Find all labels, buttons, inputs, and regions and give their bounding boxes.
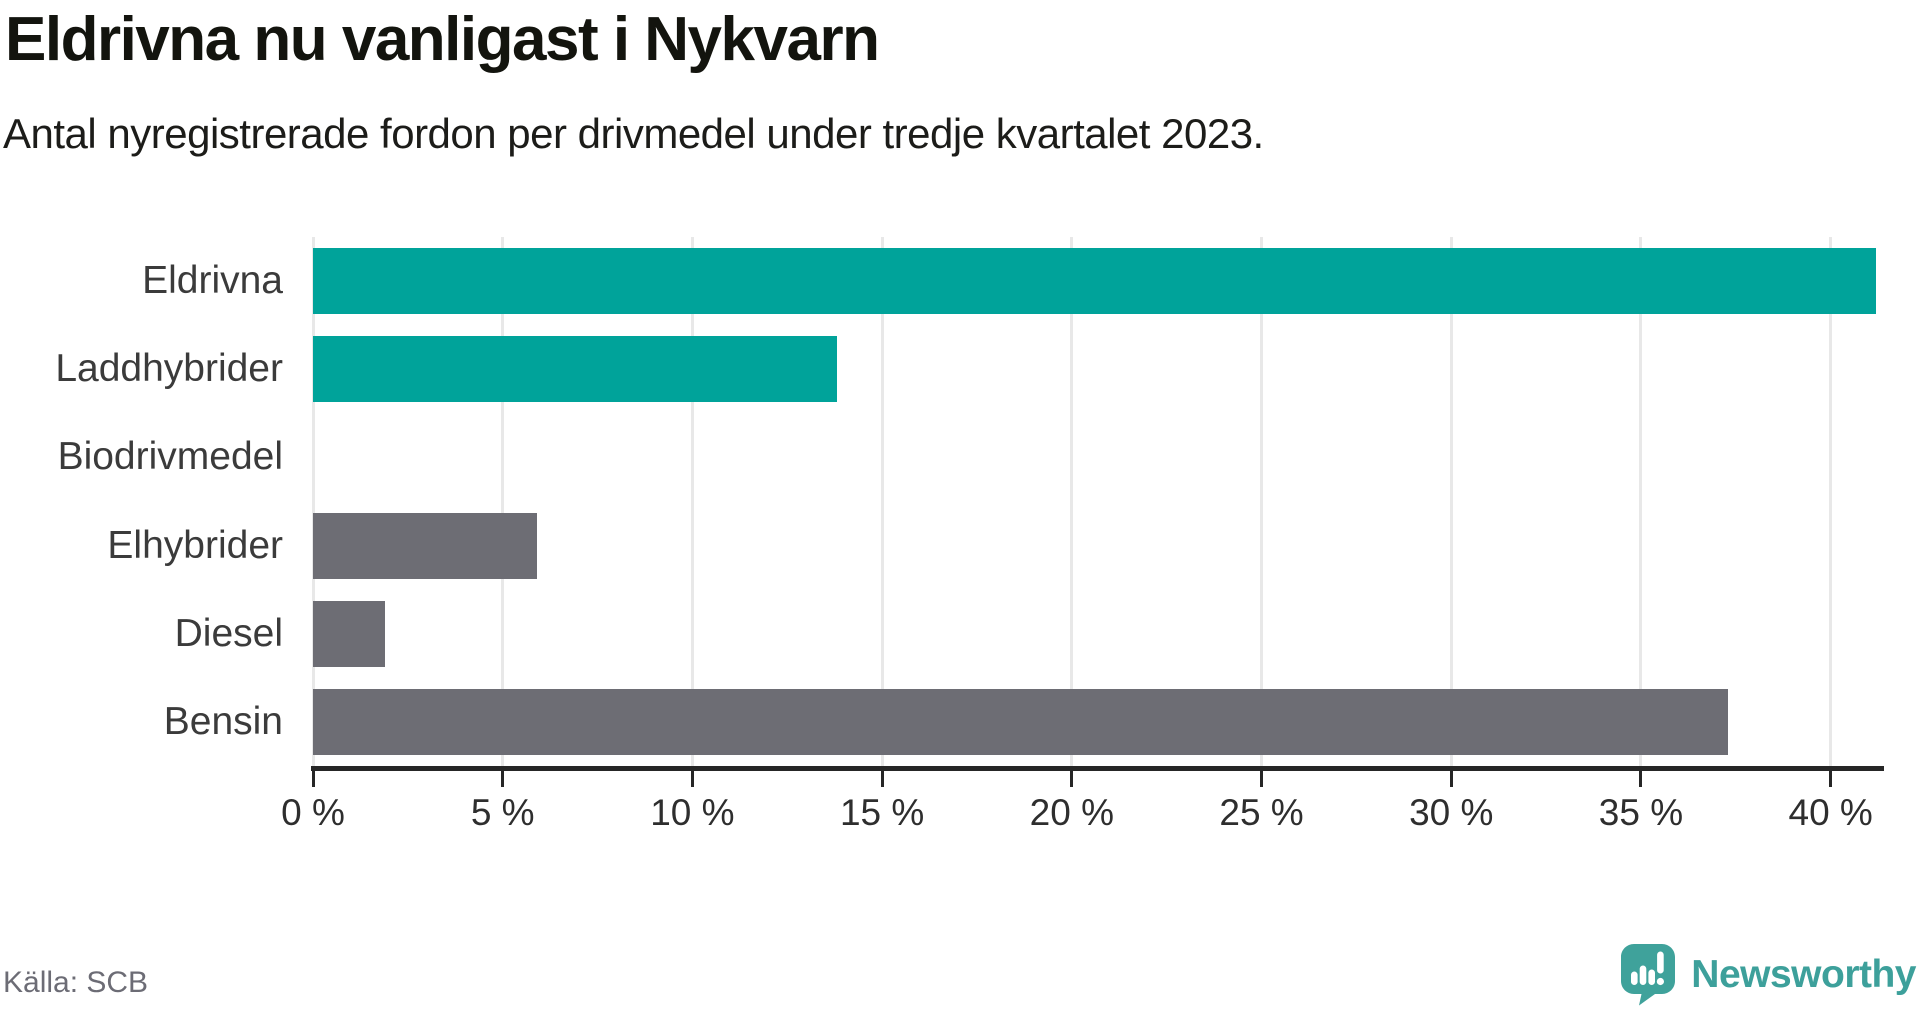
x-gridline <box>1449 237 1453 766</box>
x-axis-tick <box>501 770 505 787</box>
category-label: Eldrivna <box>142 259 283 303</box>
x-axis-line <box>311 766 1884 771</box>
chart-subtitle: Antal nyregistrerade fordon per drivmede… <box>3 110 1264 157</box>
bar-diesel <box>313 600 386 667</box>
x-axis-tick <box>311 770 315 787</box>
x-tick-label: 35 % <box>1598 792 1684 833</box>
newsworthy-speech-bubble-chart-icon <box>1621 944 1676 1006</box>
x-gridline <box>501 237 505 766</box>
x-tick-label: 20 % <box>1029 792 1114 833</box>
x-axis-tick <box>1070 770 1074 787</box>
x-tick-label: 0 % <box>281 792 345 833</box>
x-gridline <box>880 237 884 766</box>
x-axis-tick <box>690 770 694 787</box>
category-label: Laddhybrider <box>55 347 283 391</box>
x-tick-label: 15 % <box>839 792 925 833</box>
x-tick-label: 10 % <box>650 792 735 833</box>
x-axis-tick <box>880 770 884 787</box>
x-tick-label: 5 % <box>470 792 535 833</box>
x-axis-tick <box>1639 770 1643 787</box>
x-axis-tick <box>1260 770 1264 787</box>
chart-title: Eldrivna nu vanligast i Nykvarn <box>5 5 880 74</box>
x-tick-label: 25 % <box>1219 792 1304 833</box>
x-gridline <box>1639 237 1643 766</box>
x-axis-tick <box>1449 770 1453 787</box>
newsworthy-logo[interactable]: Newsworthy <box>1621 944 1916 1006</box>
bar-elhybrider <box>313 512 537 579</box>
bar-bensin <box>313 688 1729 755</box>
bar-eldrivna <box>313 248 1877 315</box>
x-axis-tick <box>1829 770 1833 787</box>
x-gridline <box>690 237 694 766</box>
x-tick-label: 30 % <box>1409 792 1494 833</box>
x-gridline <box>1260 237 1264 766</box>
category-label: Elhybrider <box>107 523 283 567</box>
category-label: Biodrivmedel <box>57 435 283 479</box>
bar-laddhybrider <box>313 336 837 403</box>
x-gridline <box>311 237 315 766</box>
x-tick-label: 40 % <box>1788 792 1873 833</box>
source-note: Källa: SCB <box>3 966 149 999</box>
newsworthy-logo-text: Newsworthy <box>1691 953 1916 996</box>
category-label: Diesel <box>174 611 283 655</box>
category-label: Bensin <box>163 699 283 743</box>
x-gridline <box>1070 237 1074 766</box>
x-gridline <box>1829 237 1833 766</box>
